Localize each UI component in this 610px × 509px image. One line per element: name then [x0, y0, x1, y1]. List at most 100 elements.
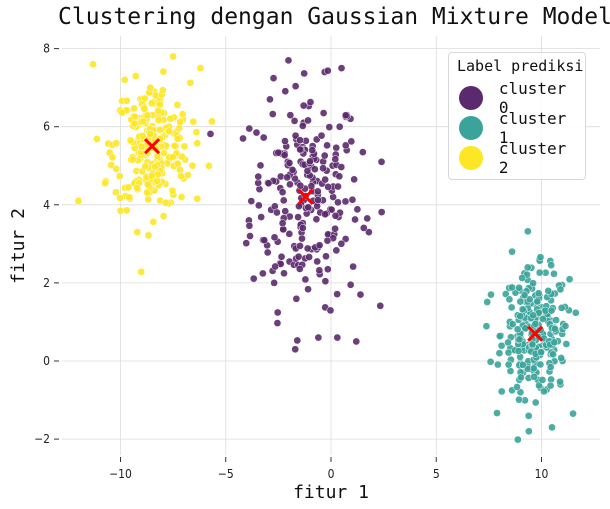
- data-point: [118, 108, 127, 117]
- legend: Label prediksi cluster 0 cluster 1 clust…: [448, 52, 586, 180]
- data-point: [131, 112, 139, 121]
- data-point: [504, 360, 513, 369]
- data-point: [333, 290, 342, 298]
- data-point: [281, 137, 289, 145]
- data-point: [206, 130, 215, 138]
- data-point: [295, 265, 304, 273]
- data-point: [178, 152, 186, 161]
- data-point: [493, 409, 501, 417]
- data-point: [536, 360, 545, 369]
- data-point: [515, 283, 523, 292]
- data-point: [116, 194, 124, 202]
- data-point: [535, 381, 543, 390]
- data-point: [193, 139, 202, 148]
- data-point: [523, 263, 532, 272]
- series-cluster-0: [206, 56, 386, 354]
- data-point: [304, 116, 312, 125]
- x-tick-label: 10: [535, 467, 549, 481]
- data-point: [189, 117, 198, 126]
- data-point: [159, 149, 168, 157]
- data-point: [352, 337, 361, 346]
- cluster-0-swatch-icon: [459, 86, 483, 110]
- data-point: [273, 308, 282, 317]
- data-point: [353, 205, 362, 214]
- data-point: [504, 338, 512, 347]
- data-point: [518, 274, 526, 282]
- data-point: [112, 139, 121, 148]
- data-point: [286, 111, 295, 120]
- data-point: [108, 153, 117, 162]
- data-point: [531, 398, 540, 407]
- data-point: [249, 274, 258, 283]
- centroid-x-icon: [144, 138, 161, 155]
- data-point: [299, 101, 308, 110]
- data-point: [122, 96, 131, 105]
- data-point: [549, 350, 557, 359]
- data-point: [529, 311, 538, 320]
- data-point: [254, 201, 263, 210]
- data-point: [314, 187, 322, 196]
- data-point: [313, 257, 322, 266]
- data-point: [537, 348, 545, 357]
- cluster-1-swatch-icon: [459, 116, 483, 140]
- data-point: [323, 141, 331, 150]
- data-point: [501, 290, 510, 298]
- data-point: [334, 182, 342, 191]
- y-tick-label: 6: [43, 120, 50, 134]
- data-point: [495, 332, 504, 340]
- data-point: [290, 117, 299, 125]
- data-point: [263, 248, 272, 257]
- data-point: [347, 137, 356, 146]
- data-point: [317, 131, 326, 140]
- data-point: [530, 373, 538, 381]
- data-point: [493, 360, 502, 369]
- data-point: [288, 165, 297, 174]
- data-point: [517, 373, 525, 382]
- data-point: [525, 295, 534, 304]
- data-point: [130, 119, 139, 128]
- data-point: [358, 148, 367, 156]
- data-point: [514, 435, 522, 444]
- data-point: [324, 66, 332, 75]
- data-point: [546, 381, 555, 390]
- x-tick-label: 0: [328, 467, 335, 481]
- data-point: [497, 387, 506, 396]
- data-point: [540, 387, 548, 396]
- y-axis-label: fitur 2: [8, 208, 29, 284]
- data-point: [516, 312, 525, 321]
- data-point: [154, 116, 163, 125]
- legend-title: Label prediksi: [457, 57, 584, 75]
- data-point: [335, 172, 344, 181]
- data-point: [515, 335, 524, 344]
- data-point: [133, 183, 142, 192]
- y-tick-label: 4: [43, 198, 50, 212]
- data-point: [523, 227, 532, 236]
- data-point: [348, 195, 357, 204]
- data-point: [281, 87, 290, 96]
- data-point: [279, 196, 288, 205]
- data-point: [513, 325, 522, 334]
- y-tick-label: 0: [43, 354, 50, 368]
- data-point: [107, 161, 116, 169]
- data-point: [259, 133, 268, 142]
- data-point: [125, 193, 134, 202]
- data-point: [332, 143, 341, 152]
- data-point: [569, 409, 577, 418]
- data-point: [139, 117, 148, 126]
- data-point: [177, 172, 185, 180]
- data-point: [483, 298, 492, 306]
- data-point: [124, 183, 133, 192]
- data-point: [256, 161, 265, 170]
- data-point: [507, 303, 516, 312]
- data-point: [186, 78, 195, 87]
- data-point: [296, 181, 305, 190]
- data-point: [538, 315, 547, 323]
- data-point: [260, 236, 269, 245]
- data-point: [550, 269, 558, 278]
- data-point: [323, 236, 332, 245]
- data-point: [180, 142, 189, 151]
- data-point: [173, 134, 182, 143]
- data-point: [138, 131, 147, 140]
- data-point: [513, 383, 521, 391]
- data-point: [531, 320, 540, 328]
